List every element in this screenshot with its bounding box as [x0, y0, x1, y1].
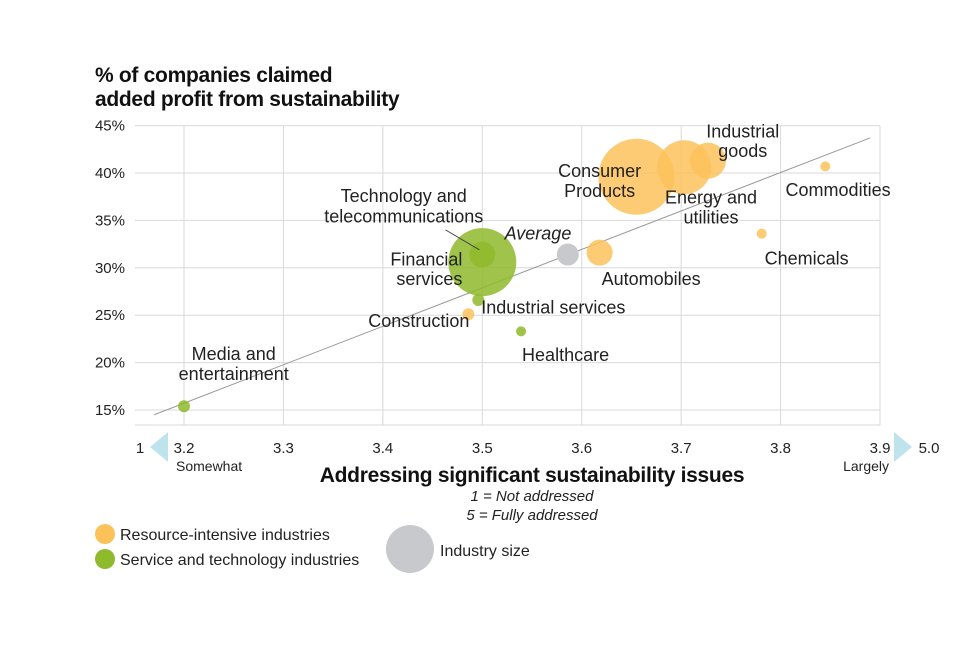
x-tick-label-0: 3.2 [174, 440, 195, 457]
legend-label-service: Service and technology industries [120, 552, 359, 569]
x-axis-ticks: 3.2 3.3 3.4 3.5 3.6 3.7 3.8 3.9 [174, 440, 891, 457]
legend: Resource-intensive industries Service an… [95, 524, 530, 573]
bubble-commodities [820, 161, 831, 172]
point-label-energy-and-utilities-1: utilities [683, 208, 738, 228]
leader-line-technology [445, 229, 480, 251]
y-tick-label-2: 25% [95, 307, 125, 324]
legend-label-size: Industry size [440, 543, 530, 560]
x-tick-label-5: 3.7 [671, 440, 692, 457]
y-tick-label-5: 40% [95, 165, 125, 182]
chart-title-line-1: % of companies claimed [95, 64, 332, 87]
y-tick-label-6: 45% [95, 118, 125, 135]
x-axis-note-2: 5 = Fully addressed [466, 507, 598, 524]
x-tick-label-1: 3.3 [273, 440, 294, 457]
x-axis-label: Addressing significant sustainability is… [320, 464, 744, 487]
x-end-right-value: 5.0 [919, 440, 940, 457]
x-tick-label-7: 3.9 [870, 440, 891, 457]
point-label-financial-services-1: services [396, 269, 462, 289]
point-label-automobiles-0: Automobiles [602, 269, 701, 289]
bubble-chemicals [756, 228, 767, 239]
point-label-consumer-products-0: Consumer [558, 161, 641, 181]
bubble-automobiles [586, 239, 613, 266]
point-label-consumer-products-1: Products [564, 181, 635, 201]
point-label-media-and-entertainment-1: entertainment [179, 364, 289, 384]
bubble-industrial-services [472, 294, 485, 307]
legend-label-resource: Resource-intensive industries [120, 527, 330, 544]
point-label-financial-services-0: Financial [390, 249, 462, 269]
legend-swatch-size [386, 525, 434, 573]
point-label-average-0: Average [504, 224, 572, 244]
bubble-technology-and-telecommunications [469, 241, 496, 268]
y-tick-label-1: 20% [95, 355, 125, 372]
point-label-technology-and-telecommunications-0: Technology and [341, 186, 467, 206]
point-label-industrial-services-0: Industrial services [481, 298, 625, 318]
y-tick-label-3: 30% [95, 260, 125, 277]
point-label-media-and-entertainment-0: Media and [192, 344, 276, 364]
y-tick-label-0: 15% [95, 402, 125, 419]
arrow-left-icon [150, 432, 168, 462]
bubble-industrial-goods [689, 142, 726, 179]
arrow-right-icon [894, 432, 912, 462]
point-label-energy-and-utilities-0: Energy and [665, 188, 757, 208]
grid [135, 125, 881, 426]
x-tick-label-2: 3.4 [372, 440, 393, 457]
legend-swatch-resource [95, 524, 115, 544]
point-label-construction-0: Construction [368, 311, 469, 331]
chart-title-line-2: added profit from sustainability [95, 88, 400, 111]
x-tick-label-3: 3.5 [472, 440, 493, 457]
x-end-left-value: 1 [136, 440, 144, 457]
point-label-industrial-goods-0: Industrial [706, 121, 779, 141]
x-tick-label-6: 3.8 [770, 440, 791, 457]
x-tick-label-4: 3.6 [571, 440, 592, 457]
y-tick-label-4: 35% [95, 212, 125, 229]
point-label-healthcare-0: Healthcare [522, 345, 609, 365]
bubble-consumer-products [598, 138, 675, 215]
bubble-media-and-entertainment [178, 400, 190, 413]
point-label-technology-and-telecommunications-1: telecommunications [324, 207, 483, 227]
bubbles [178, 138, 831, 413]
point-label-commodities-0: Commodities [786, 180, 891, 200]
y-axis-ticks: 15% 20% 25% 30% 35% 40% 45% [95, 118, 125, 419]
point-label-industrial-goods-1: goods [718, 141, 767, 161]
chart-title: % of companies claimed added profit from… [95, 64, 400, 111]
x-axis-note-1: 1 = Not addressed [471, 488, 595, 505]
legend-swatch-service [95, 549, 115, 569]
x-end-right-label: Largely [843, 458, 889, 474]
bubble-healthcare [516, 326, 527, 337]
x-end-left-label: Somewhat [176, 458, 242, 474]
point-label-chemicals-0: Chemicals [765, 248, 849, 268]
x-axis-extras: 1 Somewhat 5.0 Largely Addressing signif… [136, 432, 940, 524]
bubble-average [556, 243, 579, 266]
bubble-construction [462, 308, 475, 321]
